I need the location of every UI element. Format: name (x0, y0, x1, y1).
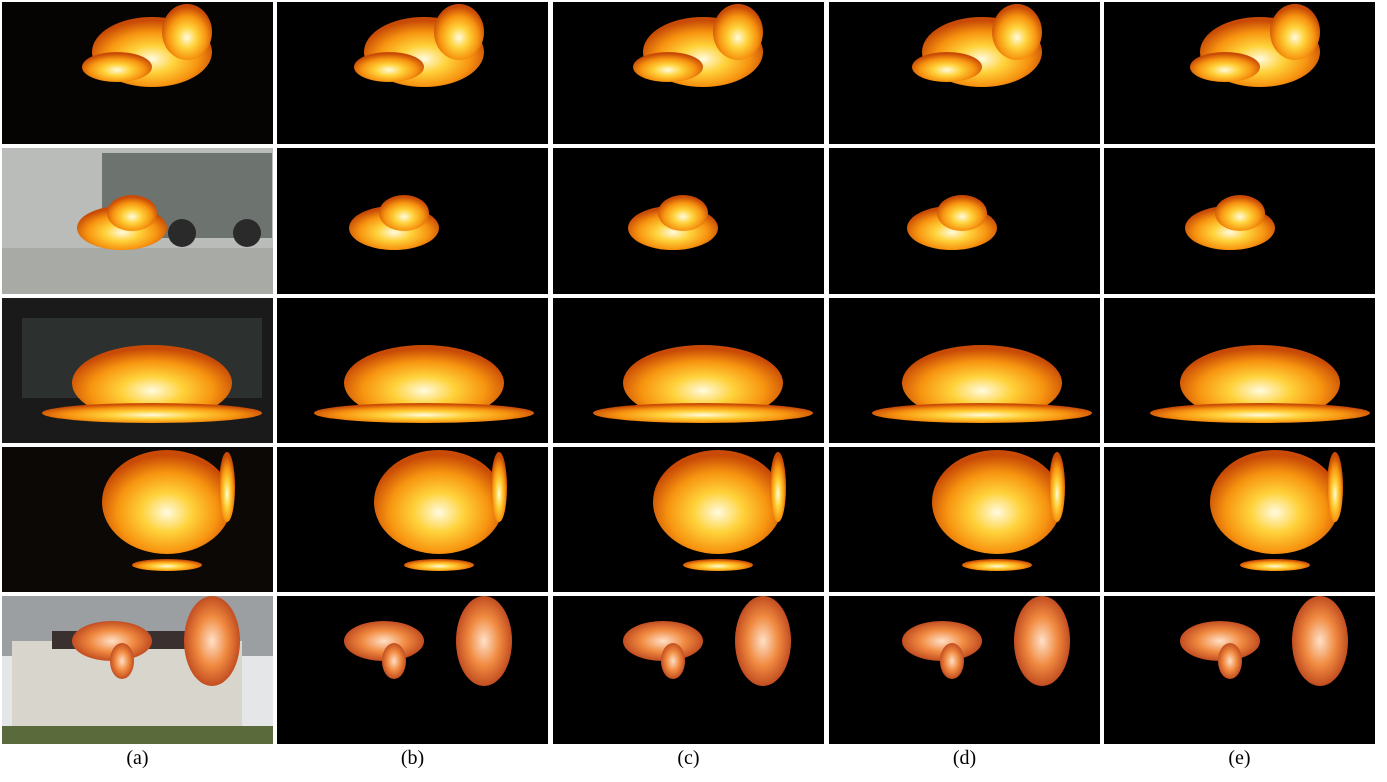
panel (277, 2, 548, 144)
fire-region (1292, 596, 1348, 686)
panel (553, 298, 824, 443)
fire-region (658, 195, 708, 231)
caption: (d) (953, 747, 976, 769)
fire-region (872, 403, 1092, 423)
fire-region (404, 559, 474, 571)
fire-region (940, 643, 964, 679)
fire-region (932, 450, 1062, 554)
page: {"captions": ["(a)", "(b)", "(c)", "(d)"… (0, 0, 1387, 777)
fire-region (82, 52, 152, 82)
fire-region (491, 452, 507, 522)
fire-region (184, 596, 240, 686)
fire-region (374, 450, 504, 554)
panel (553, 148, 824, 294)
fire-region (219, 452, 235, 522)
fire-region (1327, 452, 1343, 522)
fire-region (107, 195, 157, 231)
panel (829, 447, 1100, 592)
fire-region (1215, 195, 1265, 231)
fire-region (110, 643, 134, 679)
fire-region (937, 195, 987, 231)
fire-region (456, 596, 512, 686)
panel (553, 447, 824, 592)
fire-region (912, 52, 982, 82)
fire-region (661, 643, 685, 679)
panel (1104, 298, 1375, 443)
fire-region (633, 52, 703, 82)
ground (2, 726, 273, 744)
figure: (a) (b) (c) (d) (e) (0, 0, 1387, 777)
panel (1104, 596, 1375, 744)
caption: (b) (401, 747, 424, 769)
fire-region (434, 4, 484, 60)
panel (277, 596, 548, 744)
fire-region (1270, 4, 1320, 60)
panel (1104, 148, 1375, 294)
fire-region (683, 559, 753, 571)
fire-region (1190, 52, 1260, 82)
fire-region (770, 452, 786, 522)
fire-region (132, 559, 202, 571)
panel (277, 148, 548, 294)
panel (553, 596, 824, 744)
wheel (233, 219, 261, 247)
panel (553, 2, 824, 144)
panel (2, 148, 273, 294)
panel (1104, 447, 1375, 592)
panel (829, 148, 1100, 294)
panel (1104, 2, 1375, 144)
fire-region (653, 450, 783, 554)
caption: (c) (677, 747, 699, 769)
panel (829, 2, 1100, 144)
fire-region (102, 450, 232, 554)
wheel (168, 219, 196, 247)
road (2, 248, 273, 294)
caption: (e) (1228, 747, 1250, 769)
panel (829, 298, 1100, 443)
fire-region (162, 4, 212, 60)
fire-region (1210, 450, 1340, 554)
fire-region (735, 596, 791, 686)
fire-region (713, 4, 763, 60)
fire-region (1150, 403, 1370, 423)
fire-region (42, 403, 262, 423)
panel (829, 596, 1100, 744)
fire-region (992, 4, 1042, 60)
fire-region (1240, 559, 1310, 571)
panel (2, 2, 273, 144)
fire-region (962, 559, 1032, 571)
panel (277, 447, 548, 592)
panel (2, 596, 273, 744)
panel (2, 298, 273, 443)
fire-region (593, 403, 813, 423)
panel (277, 298, 548, 443)
fire-region (379, 195, 429, 231)
fire-region (314, 403, 534, 423)
fire-region (354, 52, 424, 82)
panel (2, 447, 273, 592)
fire-region (382, 643, 406, 679)
caption: (a) (126, 747, 148, 769)
fire-region (1014, 596, 1070, 686)
fire-region (1218, 643, 1242, 679)
fire-region (1049, 452, 1065, 522)
